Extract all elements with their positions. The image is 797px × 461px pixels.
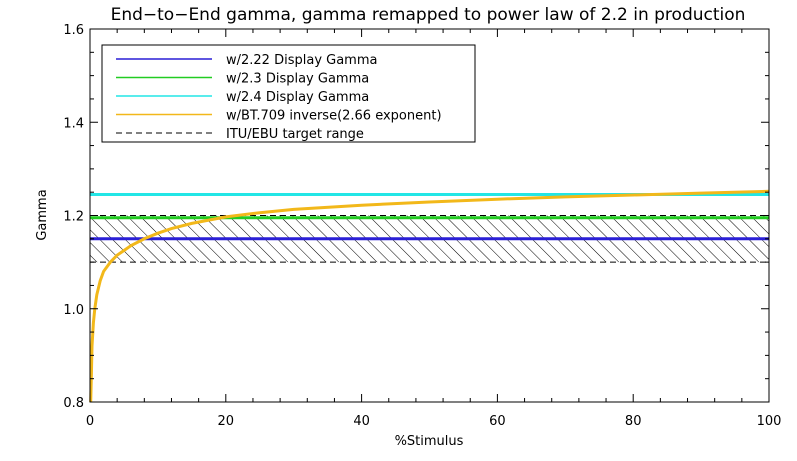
y-tick-label: 0.8	[63, 396, 84, 411]
x-tick-label: 100	[757, 414, 782, 429]
x-ticks: 0 20 40 60 80 100	[86, 29, 782, 429]
y-tick-label: 1.6	[63, 23, 84, 38]
legend-box	[101, 44, 476, 143]
chart-title: End−to−End gamma, gamma remapped to powe…	[111, 5, 746, 25]
legend-label-2: w/2.4 Display Gamma	[226, 90, 369, 105]
legend-label-0: w/2.22 Display Gamma	[226, 53, 377, 68]
legend-label-4: ITU/EBU target range	[226, 127, 364, 142]
x-tick-label: 20	[218, 414, 235, 429]
x-tick-label: 0	[86, 414, 94, 429]
y-tick-label: 1.2	[63, 210, 84, 225]
x-tick-label: 80	[625, 414, 642, 429]
x-tick-label: 60	[489, 414, 506, 429]
x-axis-label: %Stimulus	[395, 434, 464, 449]
series-line-3	[89, 189, 770, 403]
y-tick-label: 1.0	[63, 303, 84, 318]
series-layer	[89, 189, 770, 403]
y-ticks: 0.8 1.0 1.2 1.4 1.6	[63, 23, 769, 411]
legend: w/2.22 Display Gamma w/2.3 Display Gamma w…	[116, 53, 442, 142]
legend-label-1: w/2.3 Display Gamma	[226, 72, 369, 87]
y-tick-label: 1.4	[63, 116, 84, 131]
y-axis-label: Gamma	[35, 189, 50, 240]
x-tick-label: 40	[353, 414, 370, 429]
legend-label-3: w/BT.709 inverse(2.66 exponent)	[226, 109, 442, 124]
